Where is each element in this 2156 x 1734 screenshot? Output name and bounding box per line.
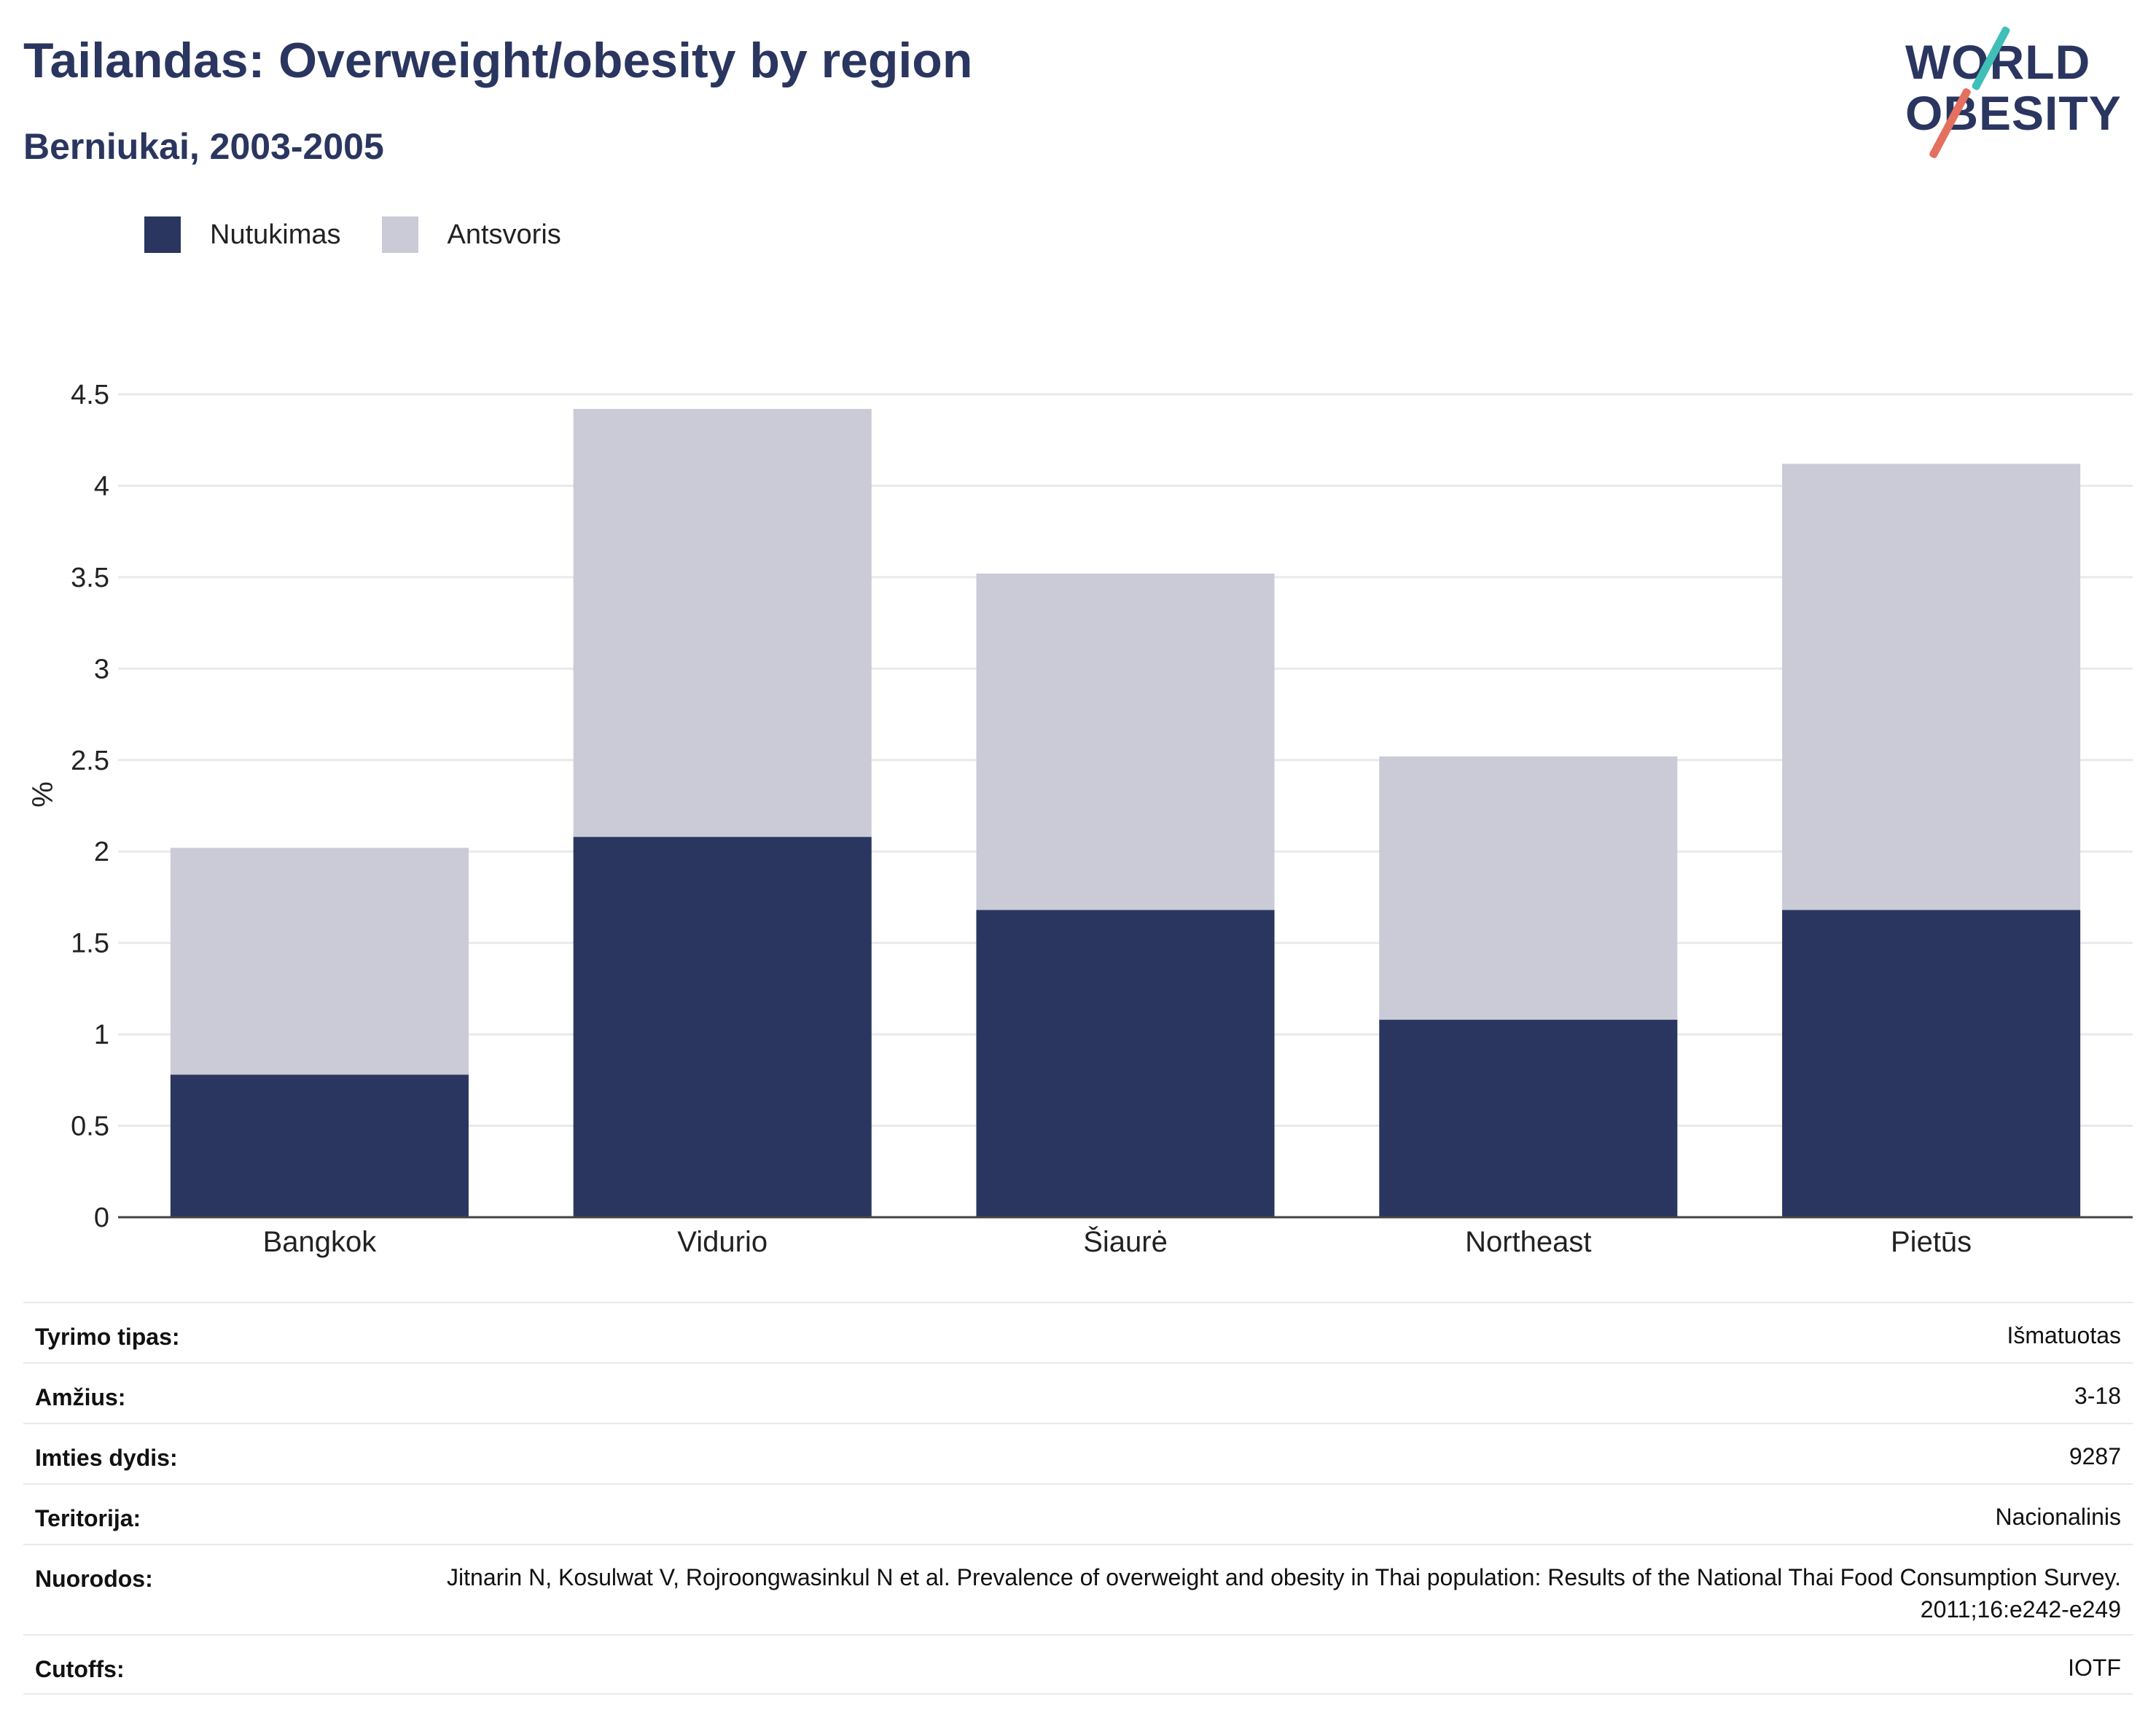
meta-row-cutoffs: Cutoffs: IOTF	[23, 1634, 2133, 1695]
meta-row-references: Nuorodos: Jitnarin N, Kosulwat V, Rojroo…	[23, 1544, 2133, 1634]
meta-key: Teritorija:	[35, 1505, 141, 1531]
bar-overweight	[170, 848, 469, 1075]
meta-row-territory: Teritorija: Nacionalinis	[23, 1483, 2133, 1544]
x-tick-label: Šiaurė	[1083, 1225, 1168, 1258]
meta-row-sample-size: Imties dydis: 9287	[23, 1423, 2133, 1483]
x-tick-label: Northeast	[1465, 1226, 1591, 1258]
y-tick-label: 1.5	[71, 929, 109, 959]
meta-key: Imties dydis:	[35, 1445, 178, 1471]
world-obesity-logo: WORLD OBESITY	[1895, 22, 2143, 160]
bar-overweight	[1782, 464, 2081, 910]
meta-key: Tyrimo tipas:	[35, 1324, 180, 1350]
chart-title: Tailandas: Overweight/obesity by region	[23, 33, 973, 88]
bar-obesity	[976, 910, 1275, 1217]
bar-obesity	[573, 837, 872, 1217]
y-tick-label: 2	[94, 837, 109, 867]
bar-obesity	[170, 1074, 469, 1217]
y-tick-label: 4	[94, 471, 109, 501]
meta-key: Amžius:	[35, 1384, 126, 1410]
legend-label-overweight: Antsvoris	[447, 219, 561, 250]
meta-value: 9287	[2069, 1443, 2121, 1469]
legend-label-obesity: Nutukimas	[210, 219, 341, 250]
legend-item-obesity[interactable]: Nutukimas	[144, 216, 341, 253]
meta-value: Nacionalinis	[1995, 1504, 2121, 1530]
bar-obesity	[1379, 1020, 1678, 1217]
meta-key: Cutoffs:	[35, 1656, 125, 1682]
x-tick-label: Pietūs	[1891, 1226, 1972, 1258]
bar-overweight	[573, 409, 872, 837]
meta-key: Nuorodos:	[35, 1566, 153, 1592]
bar-chart: 0 0.5 1 1.5 2 2.5 3 3.5 4 4.5% Bangkok Vidurio Šiaur…	[27, 380, 2133, 1258]
meta-value: Jitnarin N, Kosulwat V, Rojroongwasinkul…	[447, 1564, 2121, 1622]
meta-row-survey-type: Tyrimo tipas: Išmatuotas	[23, 1302, 2133, 1362]
bar-overweight	[1379, 756, 1678, 1020]
bar-overweight	[976, 573, 1275, 910]
chart-legend: Nutukimas Antsvoris	[144, 216, 602, 254]
meta-value: IOTF	[2068, 1655, 2121, 1681]
legend-swatch-overweight	[381, 216, 418, 253]
survey-info-table: Tyrimo tipas: Išmatuotas Amžius: 3-18 Im…	[23, 1302, 2133, 1695]
meta-value: Išmatuotas	[2007, 1322, 2121, 1348]
chart-subtitle: Berniukai, 2003-2005	[23, 126, 384, 167]
logo-line-2: OBESITY	[1905, 86, 2122, 140]
x-tick-label: Bangkok	[263, 1226, 378, 1258]
y-tick-label: 2.5	[71, 746, 109, 776]
meta-value: 3-18	[2074, 1383, 2121, 1409]
meta-row-age: Amžius: 3-18	[23, 1362, 2133, 1423]
y-tick-label: 0.5	[71, 1112, 109, 1142]
y-axis-label: %	[27, 781, 59, 808]
legend-swatch-obesity	[144, 216, 181, 253]
x-tick-label: Vidurio	[677, 1226, 768, 1258]
y-tick-label: 0	[94, 1203, 109, 1233]
y-tick-label: 3.5	[71, 563, 109, 593]
legend-item-overweight[interactable]: Antsvoris	[381, 216, 561, 253]
y-tick-label: 3	[94, 654, 109, 684]
y-tick-label: 4.5	[71, 380, 109, 410]
y-tick-label: 1	[94, 1020, 109, 1050]
bar-obesity	[1782, 910, 2081, 1217]
